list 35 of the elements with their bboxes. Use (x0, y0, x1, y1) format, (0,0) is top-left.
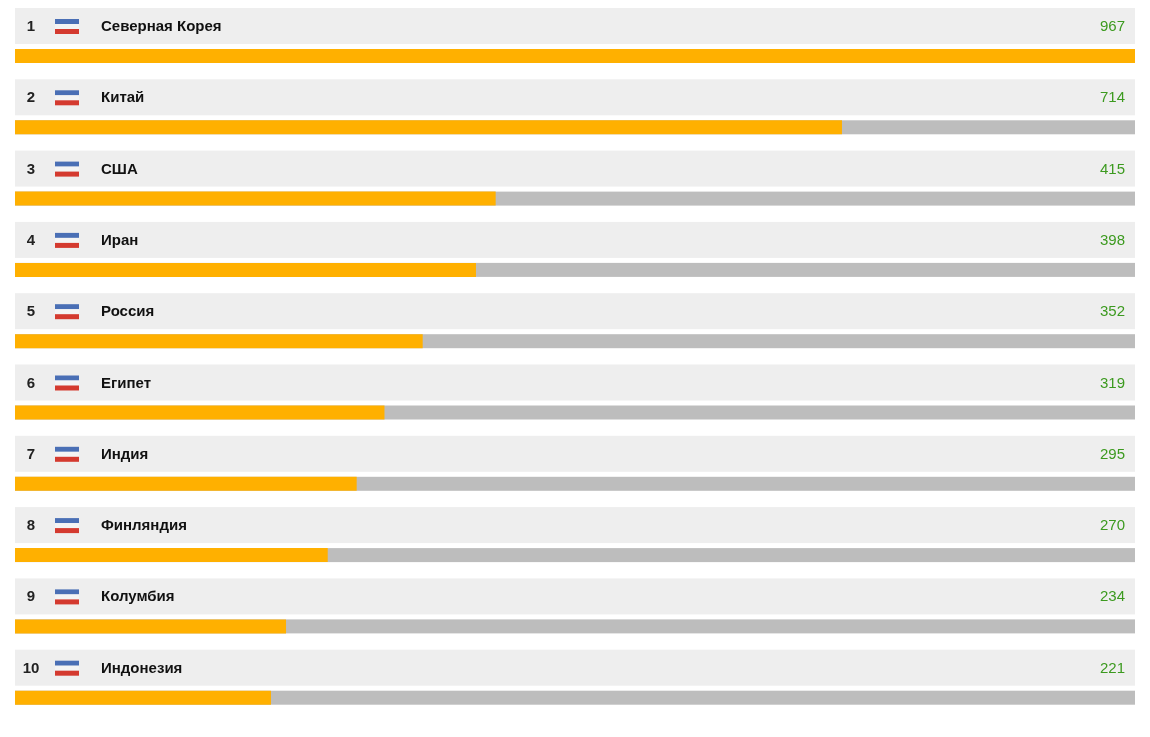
annotation: 6 (26, 373, 36, 391)
data-label: 415 (1099, 159, 1125, 177)
annotation: 1 (26, 17, 36, 34)
bar (15, 619, 287, 634)
annotation: 10 (22, 658, 40, 676)
y-tick-label: Северная Корея (101, 17, 222, 34)
data-label: 295 (1099, 444, 1125, 462)
y-tick-label: США (101, 159, 138, 177)
annotation: 9 (26, 587, 36, 605)
bar (15, 405, 385, 420)
data-label: 234 (1099, 587, 1125, 605)
bar (15, 690, 271, 705)
y-tick-label: Финляндия (101, 516, 187, 534)
data-label: 319 (1099, 373, 1125, 391)
y-tick-label: Египет (101, 373, 152, 391)
y-tick-label: Китай (101, 88, 145, 106)
y-tick-label: Иран (101, 230, 139, 248)
data-label: 352 (1099, 302, 1125, 320)
annotation: 8 (26, 516, 36, 534)
data-label: 221 (1099, 658, 1125, 676)
data-label: 967 (1099, 17, 1125, 34)
y-tick-label: Индия (101, 444, 149, 462)
data-label: 270 (1099, 516, 1125, 534)
annotation: 3 (26, 159, 36, 177)
data-label: 398 (1099, 230, 1125, 248)
data-label: 714 (1099, 88, 1125, 106)
y-tick-label: Колумбия (101, 587, 175, 605)
annotation: 4 (26, 230, 36, 248)
bar (15, 548, 328, 563)
y-tick-label: Индонезия (101, 658, 183, 676)
annotation: 5 (26, 302, 36, 320)
y-tick-label: Россия (101, 302, 155, 320)
annotation: 2 (26, 88, 36, 106)
bar (15, 476, 357, 491)
annotation: 7 (26, 444, 36, 462)
